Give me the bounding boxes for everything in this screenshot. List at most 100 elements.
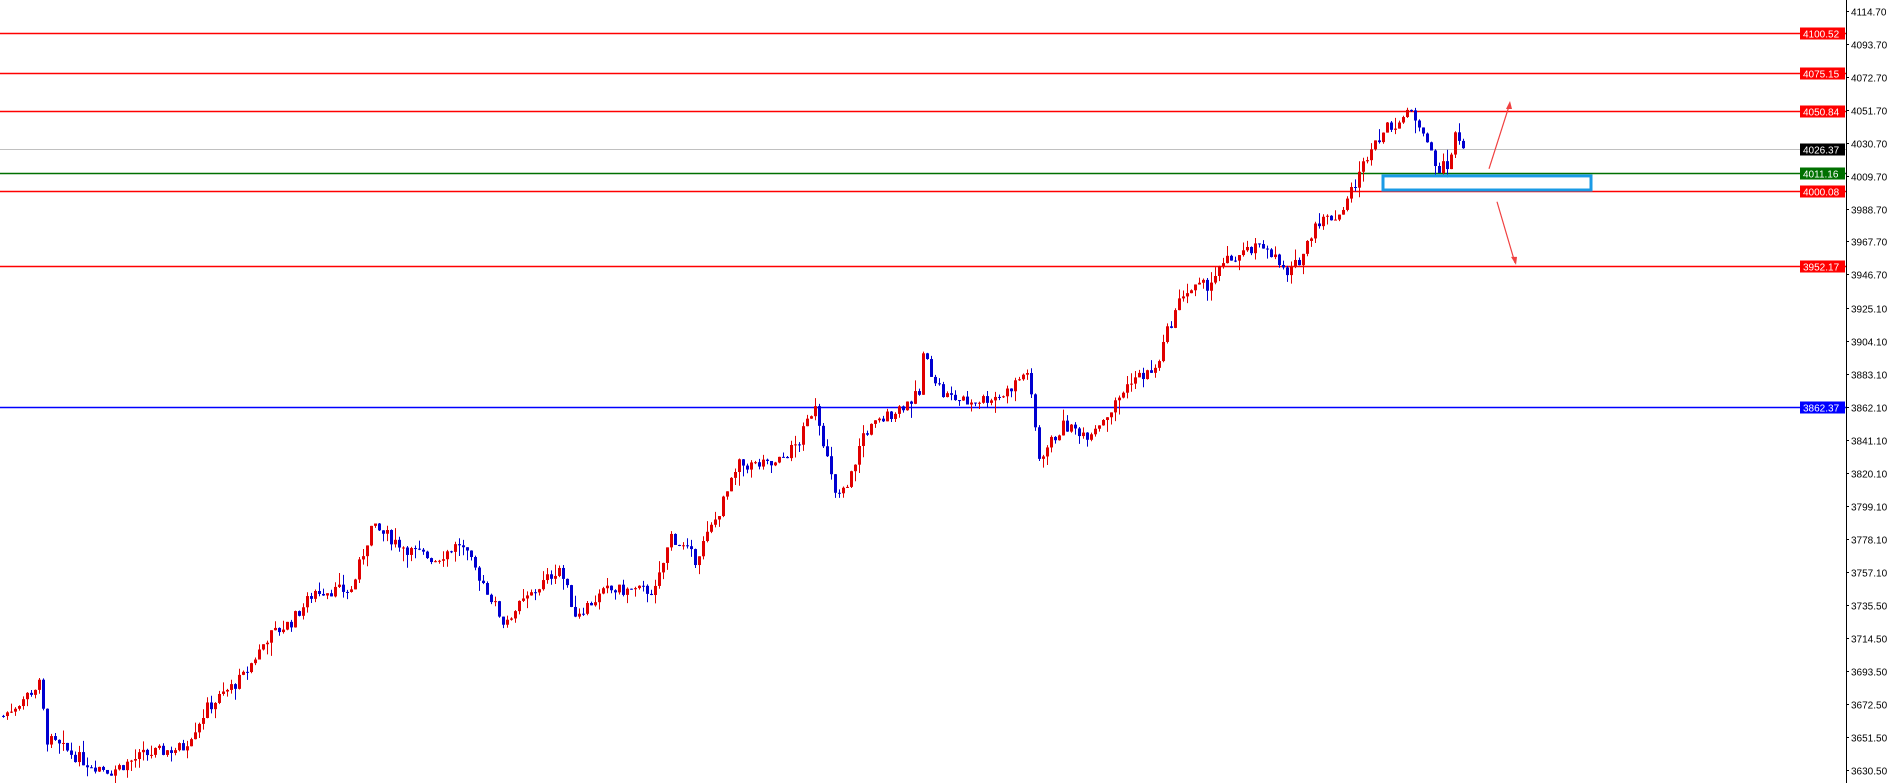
candle-body	[894, 413, 897, 419]
candle-body	[1038, 427, 1041, 459]
candle-body	[510, 618, 513, 620]
candle-body	[794, 444, 797, 446]
candle-body	[678, 544, 681, 546]
candle-body	[1410, 109, 1413, 111]
arrow-up-line	[1488, 102, 1511, 170]
candle-body	[1142, 372, 1145, 380]
candle-body	[722, 496, 725, 517]
candle	[746, 463, 749, 474]
candle-body	[214, 702, 217, 710]
candle-body	[174, 750, 177, 753]
candle	[750, 460, 753, 478]
candle-body	[426, 551, 429, 559]
candle-body	[1366, 160, 1369, 162]
candle	[1194, 284, 1197, 297]
candle-body	[698, 556, 701, 566]
candle	[838, 489, 841, 498]
candle-body	[950, 393, 953, 395]
candle	[1014, 377, 1017, 402]
candle-body	[614, 590, 617, 593]
candle	[1286, 265, 1289, 282]
candle	[922, 351, 925, 395]
candle	[146, 748, 149, 761]
candle-body	[270, 630, 273, 643]
candle-body	[758, 462, 761, 467]
candle	[1290, 261, 1293, 284]
candle	[310, 592, 313, 604]
candle-body	[1342, 209, 1345, 215]
candle-body	[242, 671, 245, 675]
candle-body	[762, 459, 765, 467]
candle	[850, 470, 853, 489]
candle	[610, 585, 613, 594]
candle	[110, 770, 113, 776]
candle	[1086, 432, 1089, 447]
candle	[590, 601, 593, 606]
candle	[574, 595, 577, 618]
candle-body	[406, 547, 409, 555]
support-zone-box	[1381, 174, 1593, 192]
candle-body	[2, 715, 5, 717]
candle-body	[910, 401, 913, 404]
candle	[318, 582, 321, 597]
candle-body	[1446, 161, 1449, 170]
candle-body	[22, 699, 25, 707]
candle	[106, 769, 109, 775]
candle	[1082, 427, 1085, 439]
y-tick-label: 3778.10	[1851, 536, 1888, 547]
y-tick-label: 3967.70	[1851, 238, 1888, 249]
candle-body	[322, 593, 325, 596]
candle	[934, 374, 937, 387]
candle	[1434, 149, 1437, 175]
candle-body	[578, 613, 581, 617]
candle-body	[1234, 260, 1237, 262]
candle-body	[266, 642, 269, 645]
candle-body	[766, 459, 769, 461]
candle	[298, 610, 301, 617]
candle	[1126, 376, 1129, 399]
candle-body	[1282, 264, 1285, 268]
candle-body	[714, 519, 717, 525]
candle	[834, 474, 837, 498]
y-tick-label: 4093.70	[1851, 41, 1888, 52]
candle-body	[898, 406, 901, 414]
candle	[946, 391, 949, 398]
candle	[1206, 278, 1209, 301]
candle-body	[294, 611, 297, 628]
candle-body	[1306, 240, 1309, 254]
candle-body	[1146, 370, 1149, 380]
candle	[378, 523, 381, 532]
candle	[910, 400, 913, 418]
candle-body	[282, 629, 285, 633]
candle-body	[530, 592, 533, 596]
candle	[390, 529, 393, 551]
candle	[1038, 425, 1041, 462]
candle	[818, 403, 821, 436]
candle	[1134, 371, 1137, 390]
candle-body	[102, 766, 105, 770]
candle-body	[654, 585, 657, 596]
y-tick-label: 4114.70	[1851, 8, 1887, 19]
candle	[690, 539, 693, 557]
candle-body	[6, 712, 9, 717]
candle-body	[454, 544, 457, 552]
y-tick-label: 3946.70	[1851, 271, 1888, 282]
candle-body	[366, 545, 369, 557]
candle	[230, 679, 233, 694]
level-label: 3952.17	[1803, 263, 1840, 274]
candle	[354, 578, 357, 590]
candle-body	[338, 584, 341, 587]
candle-body	[818, 406, 821, 426]
candle	[722, 495, 725, 518]
candle	[854, 464, 857, 482]
y-tick-label: 3799.10	[1851, 503, 1888, 514]
candle	[1102, 419, 1105, 426]
candle-body	[946, 393, 949, 398]
candle	[514, 610, 517, 623]
candle	[1034, 393, 1037, 431]
candle-body	[1026, 373, 1029, 375]
candle-body	[1218, 266, 1221, 276]
candle	[322, 588, 325, 596]
candle-body	[486, 583, 489, 595]
candle	[1098, 425, 1101, 432]
